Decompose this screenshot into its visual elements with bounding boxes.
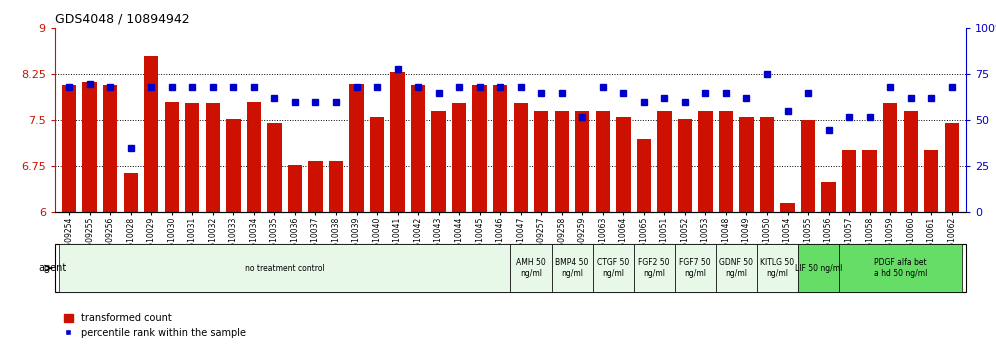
Text: PDGF alfa bet
a hd 50 ng/ml: PDGF alfa bet a hd 50 ng/ml xyxy=(873,258,927,278)
FancyBboxPatch shape xyxy=(839,244,962,292)
Bar xyxy=(247,102,261,212)
Text: FGF2 50
ng/ml: FGF2 50 ng/ml xyxy=(638,258,670,278)
Bar xyxy=(842,150,857,212)
Bar xyxy=(83,82,97,212)
Bar xyxy=(760,117,774,212)
Bar xyxy=(575,111,590,212)
Bar xyxy=(555,111,569,212)
Bar xyxy=(62,85,77,212)
Bar xyxy=(103,85,118,212)
FancyBboxPatch shape xyxy=(510,244,552,292)
FancyBboxPatch shape xyxy=(593,244,633,292)
Bar xyxy=(226,119,241,212)
Legend: transformed count, percentile rank within the sample: transformed count, percentile rank withi… xyxy=(60,309,250,342)
FancyBboxPatch shape xyxy=(674,244,716,292)
Bar xyxy=(822,182,836,212)
Text: GDNF 50
ng/ml: GDNF 50 ng/ml xyxy=(719,258,753,278)
Bar xyxy=(370,117,384,212)
Bar xyxy=(903,111,918,212)
Bar xyxy=(801,120,816,212)
Bar xyxy=(677,119,692,212)
Bar xyxy=(267,123,282,212)
Bar xyxy=(863,150,876,212)
Text: KITLG 50
ng/ml: KITLG 50 ng/ml xyxy=(760,258,795,278)
Bar xyxy=(780,203,795,212)
Bar xyxy=(719,111,733,212)
FancyBboxPatch shape xyxy=(798,244,839,292)
Bar xyxy=(144,56,158,212)
Bar xyxy=(617,117,630,212)
Bar xyxy=(164,102,179,212)
Bar xyxy=(698,111,712,212)
Bar xyxy=(205,103,220,212)
Text: no treatment control: no treatment control xyxy=(245,264,325,273)
Bar xyxy=(124,172,137,212)
FancyBboxPatch shape xyxy=(59,244,510,292)
Text: GDS4048 / 10894942: GDS4048 / 10894942 xyxy=(55,13,189,26)
Text: agent: agent xyxy=(39,263,67,273)
FancyBboxPatch shape xyxy=(633,244,674,292)
Bar xyxy=(883,103,897,212)
Bar xyxy=(472,85,487,212)
Bar xyxy=(431,111,446,212)
Bar xyxy=(514,103,528,212)
FancyBboxPatch shape xyxy=(716,244,757,292)
Bar xyxy=(309,161,323,212)
Bar xyxy=(390,73,404,212)
Bar xyxy=(636,139,651,212)
Bar xyxy=(739,117,754,212)
FancyBboxPatch shape xyxy=(757,244,798,292)
FancyBboxPatch shape xyxy=(552,244,593,292)
Bar xyxy=(329,161,344,212)
Bar xyxy=(411,85,425,212)
Bar xyxy=(534,111,549,212)
Bar xyxy=(924,150,938,212)
Text: BMP4 50
ng/ml: BMP4 50 ng/ml xyxy=(556,258,589,278)
Bar xyxy=(288,165,302,212)
Text: LIF 50 ng/ml: LIF 50 ng/ml xyxy=(795,264,842,273)
Bar xyxy=(944,123,959,212)
Text: AMH 50
ng/ml: AMH 50 ng/ml xyxy=(516,258,546,278)
Bar xyxy=(596,111,610,212)
Bar xyxy=(452,103,466,212)
Bar xyxy=(350,84,364,212)
Text: CTGF 50
ng/ml: CTGF 50 ng/ml xyxy=(597,258,629,278)
Bar xyxy=(185,103,199,212)
Bar xyxy=(657,111,671,212)
Text: FGF7 50
ng/ml: FGF7 50 ng/ml xyxy=(679,258,711,278)
Bar xyxy=(493,85,507,212)
